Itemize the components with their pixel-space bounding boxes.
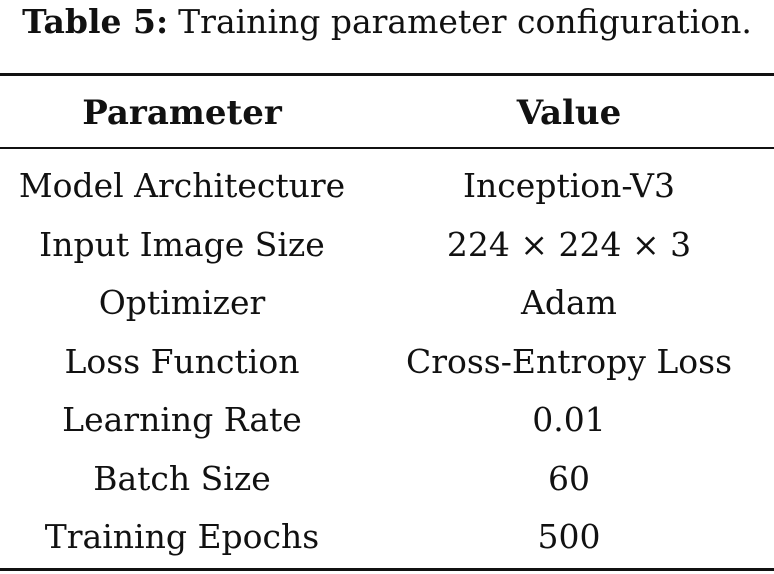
table-caption: Table 5: Training parameter configuration… — [0, 2, 774, 42]
parameter-cell: Training Epochs — [44, 517, 320, 556]
table-row: Optimizer Adam — [0, 274, 774, 333]
parameter-cell: Batch Size — [93, 458, 271, 498]
table-bottom-rule — [0, 568, 774, 571]
table-caption-label: Table 5: — [22, 2, 169, 41]
parameter-cell: Input Image Size — [39, 224, 325, 264]
table-row: Input Image Size 224 × 224 × 3 — [0, 216, 774, 275]
table-row: Batch Size 60 — [0, 450, 774, 509]
table-top-rule — [0, 73, 774, 76]
table-body: Model Architecture Inception-V3 Input Im… — [0, 157, 774, 567]
value-cell: 500 — [537, 517, 601, 556]
value-cell: Adam — [521, 283, 617, 322]
table-header-row: Parameter Value — [0, 88, 774, 138]
table-row: Loss Function Cross-Entropy Loss — [0, 333, 774, 392]
header-parameter: Parameter — [82, 93, 282, 133]
value-cell: 0.01 — [532, 400, 606, 439]
parameter-cell: Model Architecture — [18, 166, 346, 205]
table-row: Learning Rate 0.01 — [0, 391, 774, 450]
table-caption-text: Training parameter configuration. — [178, 2, 752, 41]
value-cell: 224 × 224 × 3 — [446, 224, 692, 264]
parameter-cell: Optimizer — [98, 283, 266, 322]
parameter-cell: Learning Rate — [62, 400, 302, 439]
parameter-cell: Loss Function — [64, 341, 300, 381]
table-row: Model Architecture Inception-V3 — [0, 157, 774, 216]
value-cell: Inception-V3 — [463, 166, 675, 205]
value-cell: 60 — [548, 458, 590, 498]
table-header-rule — [0, 147, 774, 149]
table-row: Training Epochs 500 — [0, 508, 774, 567]
value-cell: Cross-Entropy Loss — [405, 341, 733, 381]
header-value: Value — [516, 93, 622, 133]
